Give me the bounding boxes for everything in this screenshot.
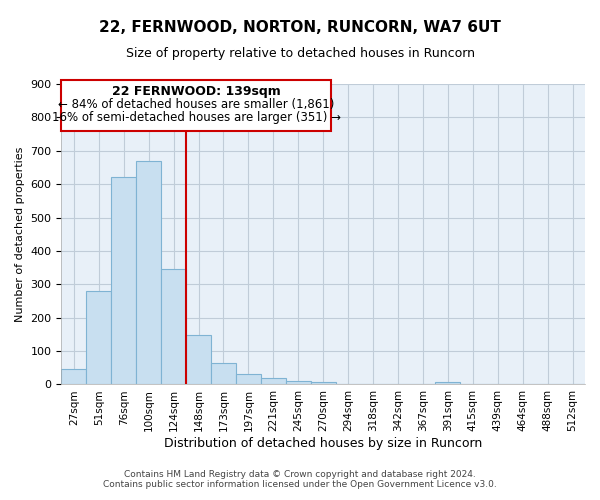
Bar [186, 335, 211, 384]
Bar [436, 382, 460, 384]
Text: Size of property relative to detached houses in Runcorn: Size of property relative to detached ho… [125, 48, 475, 60]
Bar [61, 80, 331, 130]
Text: ← 84% of detached houses are smaller (1,861): ← 84% of detached houses are smaller (1,… [58, 98, 334, 110]
Bar [211, 363, 236, 384]
X-axis label: Distribution of detached houses by size in Runcorn: Distribution of detached houses by size … [164, 437, 482, 450]
Bar [236, 374, 261, 384]
Text: 22 FERNWOOD: 139sqm: 22 FERNWOOD: 139sqm [112, 85, 280, 98]
Bar [161, 270, 186, 384]
Bar [136, 162, 161, 384]
Bar [311, 382, 335, 384]
Text: 16% of semi-detached houses are larger (351) →: 16% of semi-detached houses are larger (… [52, 111, 341, 124]
Bar [111, 177, 136, 384]
Bar [61, 370, 86, 384]
Bar [86, 291, 111, 384]
Bar [261, 378, 286, 384]
Text: 22, FERNWOOD, NORTON, RUNCORN, WA7 6UT: 22, FERNWOOD, NORTON, RUNCORN, WA7 6UT [99, 20, 501, 35]
Bar [286, 381, 311, 384]
Text: Contains HM Land Registry data © Crown copyright and database right 2024.
Contai: Contains HM Land Registry data © Crown c… [103, 470, 497, 489]
Y-axis label: Number of detached properties: Number of detached properties [15, 146, 25, 322]
